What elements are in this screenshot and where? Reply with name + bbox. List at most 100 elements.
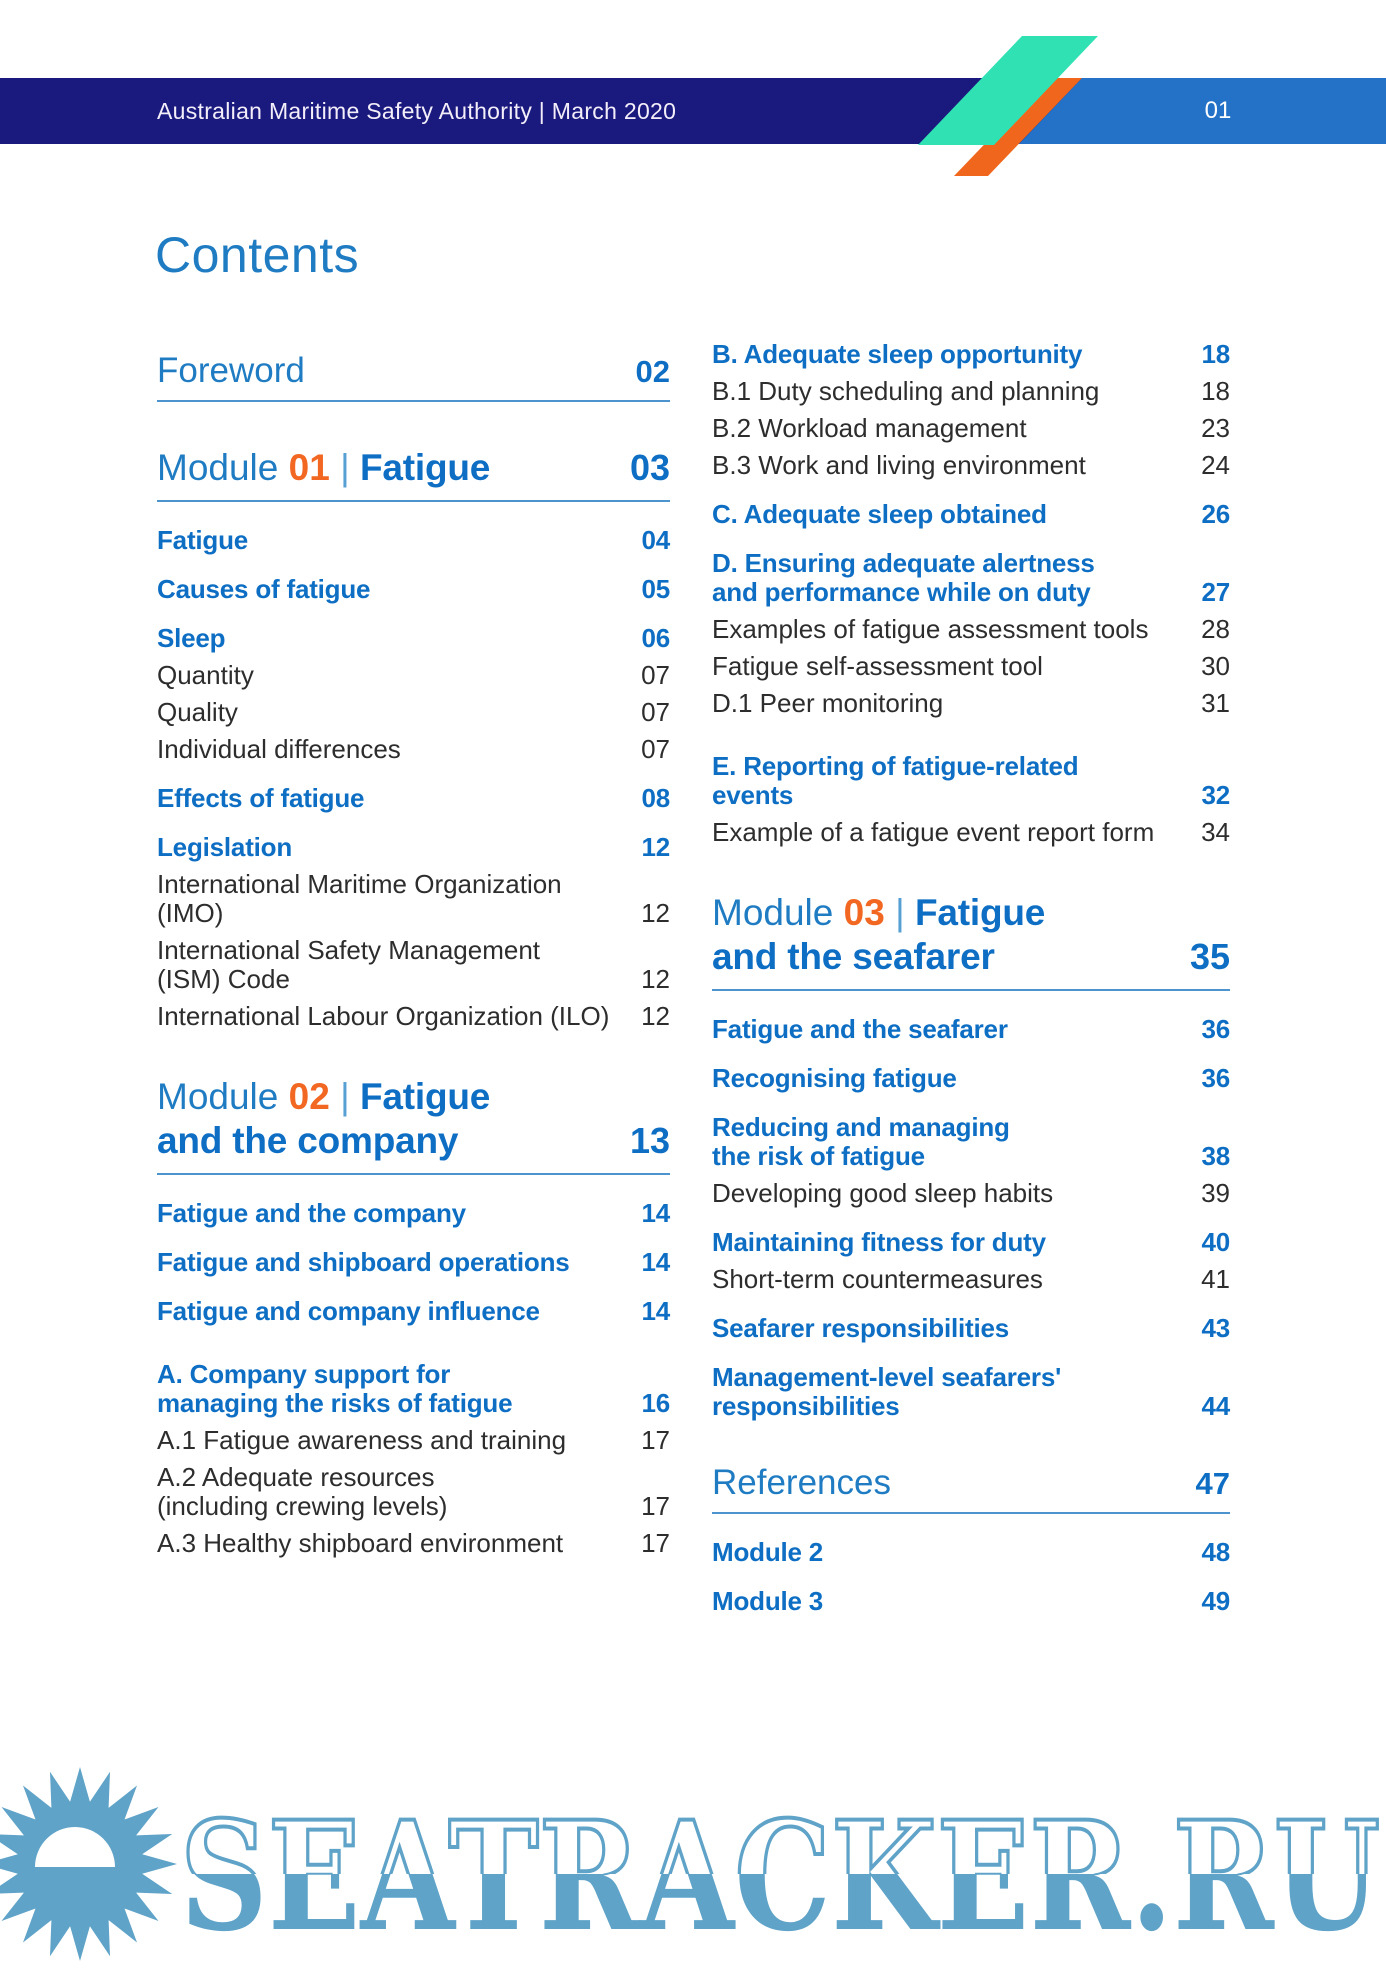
toc-entry-label: A. Company support for managing the risk… bbox=[157, 1359, 513, 1418]
toc-entry-page-number: 05 bbox=[641, 574, 670, 604]
toc-entry[interactable]: Module 01 | Fatigue 03 bbox=[157, 446, 670, 502]
toc-entry[interactable]: References 47 bbox=[712, 1463, 1230, 1514]
toc-entry[interactable]: B.1 Duty scheduling and planning 18 bbox=[712, 377, 1230, 406]
toc-entry[interactable]: Maintaining fitness for duty 40 bbox=[712, 1228, 1230, 1257]
orange-diagonal-stripe bbox=[954, 78, 1082, 176]
toc-entry-page-number: 26 bbox=[1201, 499, 1230, 529]
toc-entry[interactable]: Seafarer responsibilities 43 bbox=[712, 1314, 1230, 1343]
toc-entry[interactable]: International Safety Management (ISM) Co… bbox=[157, 936, 670, 994]
toc-entry-label: Recognising fatigue bbox=[712, 1063, 957, 1093]
toc-entry-label: E. Reporting of fatigue-related events bbox=[712, 751, 1079, 810]
toc-entry[interactable]: Fatigue and company influence 14 bbox=[157, 1297, 670, 1326]
toc-entry-page-number: 39 bbox=[1201, 1178, 1230, 1208]
toc-entry-label: Short-term countermeasures bbox=[712, 1264, 1043, 1294]
module-separator: | bbox=[340, 1076, 350, 1117]
toc-entry-page-number: 03 bbox=[629, 447, 670, 488]
header-title: Australian Maritime Safety Authority | M… bbox=[157, 97, 677, 124]
toc-entry[interactable]: B.3 Work and living environment 24 bbox=[712, 451, 1230, 480]
toc-entry-label: Reducing and managing the risk of fatigu… bbox=[712, 1112, 1010, 1171]
module-title: Fatigue bbox=[359, 447, 491, 488]
toc-entry-page-number: 17 bbox=[641, 1491, 670, 1521]
toc-entry-label: A.2 Adequate resources (including crewin… bbox=[157, 1462, 448, 1521]
toc-entry-page-number: 34 bbox=[1201, 817, 1230, 847]
toc-entry[interactable]: Effects of fatigue 08 bbox=[157, 784, 670, 813]
toc-entry-page-number: 14 bbox=[641, 1198, 670, 1228]
toc-entry[interactable]: B.2 Workload management 23 bbox=[712, 414, 1230, 443]
toc-entry[interactable]: D. Ensuring adequate alertness and perfo… bbox=[712, 549, 1230, 607]
toc-entry-page-number: 23 bbox=[1201, 413, 1230, 443]
module-title: Fatigue and the seafarer bbox=[712, 892, 1046, 977]
toc-entry-label: Fatigue and company influence bbox=[157, 1296, 540, 1326]
toc-entry[interactable]: Short-term countermeasures 41 bbox=[712, 1265, 1230, 1294]
watermark-text-bottom: SEATRACKER.RU bbox=[180, 1789, 1380, 1965]
toc-entry[interactable]: E. Reporting of fatigue-related events 32 bbox=[712, 752, 1230, 810]
toc-entry[interactable]: A. Company support for managing the risk… bbox=[157, 1360, 670, 1418]
toc-entry-page-number: 16 bbox=[641, 1388, 670, 1418]
toc-entry-label: Developing good sleep habits bbox=[712, 1178, 1054, 1208]
toc-entry-page-number: 07 bbox=[641, 697, 670, 727]
toc-entry[interactable]: B. Adequate sleep opportunity 18 bbox=[712, 340, 1230, 369]
toc-entry-page-number: 07 bbox=[641, 734, 670, 764]
toc-entry[interactable]: Legislation 12 bbox=[157, 833, 670, 862]
toc-entry[interactable]: A.1 Fatigue awareness and training 17 bbox=[157, 1426, 670, 1455]
toc-entry[interactable]: Recognising fatigue 36 bbox=[712, 1064, 1230, 1093]
toc-entry-page-number: 28 bbox=[1201, 614, 1230, 644]
toc-entry-page-number: 17 bbox=[641, 1528, 670, 1558]
toc-entry[interactable]: Developing good sleep habits 39 bbox=[712, 1179, 1230, 1208]
toc-entry[interactable]: Module 3 49 bbox=[712, 1587, 1230, 1616]
toc-entry-page-number: 40 bbox=[1201, 1227, 1230, 1257]
toc-entry-page-number: 13 bbox=[629, 1120, 670, 1161]
toc-entry[interactable]: International Labour Organization (ILO) 1… bbox=[157, 1002, 670, 1031]
toc-entry[interactable]: Fatigue self-assessment tool 30 bbox=[712, 652, 1230, 681]
toc-entry-label: Module 03 | Fatigue and the seafarer bbox=[712, 891, 1045, 979]
module-number: 02 bbox=[288, 1076, 330, 1117]
toc-entry[interactable]: A.3 Healthy shipboard environment 17 bbox=[157, 1529, 670, 1558]
toc-entry[interactable]: Fatigue and shipboard operations 14 bbox=[157, 1248, 670, 1277]
toc-entry-page-number: 18 bbox=[1201, 339, 1230, 369]
toc-entry-page-number: 38 bbox=[1201, 1141, 1230, 1171]
toc-entry-page-number: 32 bbox=[1201, 780, 1230, 810]
toc-entry[interactable]: Quantity 07 bbox=[157, 661, 670, 690]
toc-entry[interactable]: Example of a fatigue event report form 34 bbox=[712, 818, 1230, 847]
toc-entry[interactable]: C. Adequate sleep obtained 26 bbox=[712, 500, 1230, 529]
toc-entry[interactable]: Module 03 | Fatigue and the seafarer 35 bbox=[712, 891, 1230, 991]
toc-entry[interactable]: A.2 Adequate resources (including crewin… bbox=[157, 1463, 670, 1521]
toc-entry-page-number: 43 bbox=[1201, 1313, 1230, 1343]
toc-entry[interactable]: Foreword 02 bbox=[157, 351, 670, 402]
toc-entry-label: Fatigue self-assessment tool bbox=[712, 651, 1043, 681]
toc-entry-label: Seafarer responsibilities bbox=[712, 1313, 1010, 1343]
toc-entry-label: A.1 Fatigue awareness and training bbox=[157, 1425, 567, 1455]
toc-entry-label: Example of a fatigue event report form bbox=[712, 817, 1155, 847]
toc-entry[interactable]: D.1 Peer monitoring 31 bbox=[712, 689, 1230, 718]
toc-entry-label: C. Adequate sleep obtained bbox=[712, 499, 1047, 529]
toc-entry[interactable]: Quality 07 bbox=[157, 698, 670, 727]
toc-entry[interactable]: Causes of fatigue 05 bbox=[157, 575, 670, 604]
toc-entry[interactable]: International Maritime Organization (IMO… bbox=[157, 870, 670, 928]
toc-entry-label: Fatigue and shipboard operations bbox=[157, 1247, 570, 1277]
toc-entry[interactable]: Reducing and managing the risk of fatigu… bbox=[712, 1113, 1230, 1171]
toc-entry[interactable]: Fatigue 04 bbox=[157, 526, 670, 555]
toc-entry-page-number: 41 bbox=[1201, 1264, 1230, 1294]
toc-entry-page-number: 12 bbox=[641, 898, 670, 928]
toc-entry-label: Fatigue and the seafarer bbox=[712, 1014, 1008, 1044]
module-number: 01 bbox=[288, 447, 330, 488]
toc-entry-label: Quantity bbox=[157, 660, 254, 690]
toc-entry[interactable]: Module 2 48 bbox=[712, 1538, 1230, 1567]
toc-entry-label: References bbox=[712, 1463, 891, 1502]
module-separator: | bbox=[340, 447, 350, 488]
header-page-number: 01 bbox=[1204, 97, 1232, 124]
toc-entry[interactable]: Fatigue and the seafarer 36 bbox=[712, 1015, 1230, 1044]
toc-entry[interactable]: Individual differences 07 bbox=[157, 735, 670, 764]
toc-entry[interactable]: Sleep 06 bbox=[157, 624, 670, 653]
toc-entry[interactable]: Fatigue and the company 14 bbox=[157, 1199, 670, 1228]
toc-entry-page-number: 44 bbox=[1201, 1391, 1230, 1421]
toc-entry-label: International Labour Organization (ILO) bbox=[157, 1001, 610, 1031]
module-word: Module bbox=[157, 1076, 279, 1117]
toc-entry[interactable]: Management-level seafarers' responsibili… bbox=[712, 1363, 1230, 1421]
toc-entry[interactable]: Module 02 | Fatigue and the company 13 bbox=[157, 1075, 670, 1175]
toc-entry-page-number: 35 bbox=[1189, 936, 1230, 977]
toc-entry-label: Module 3 bbox=[712, 1586, 824, 1616]
toc-entry-label: Maintaining fitness for duty bbox=[712, 1227, 1046, 1257]
toc-entry[interactable]: Examples of fatigue assessment tools 28 bbox=[712, 615, 1230, 644]
toc-entry-page-number: 17 bbox=[641, 1425, 670, 1455]
